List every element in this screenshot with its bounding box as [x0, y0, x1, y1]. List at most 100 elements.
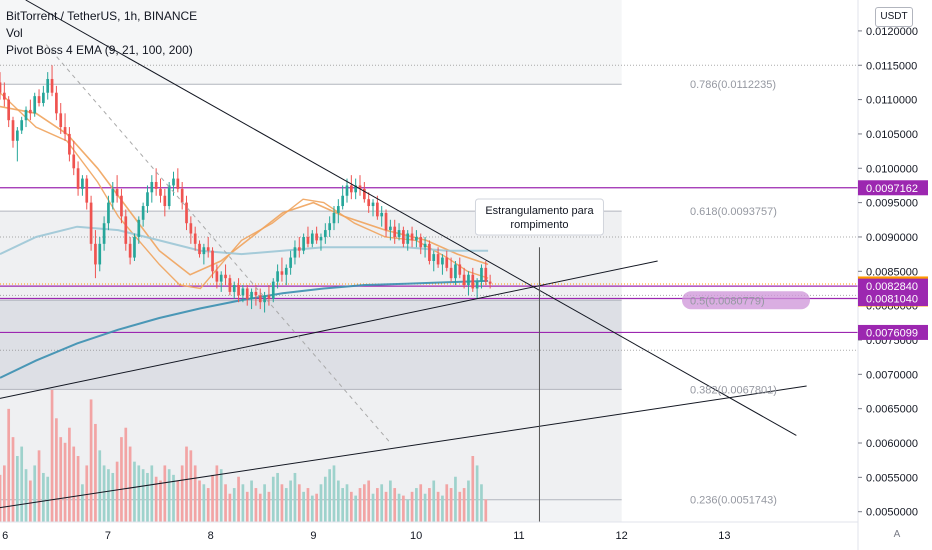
volume-bar [284, 488, 288, 522]
fib-label: 0.382(0.0067801) [690, 384, 777, 396]
trendlines[interactable] [0, 0, 807, 522]
price-tag-text: 0.0081040 [866, 294, 918, 306]
volume-bar [198, 480, 201, 522]
volume-bar [133, 461, 136, 522]
candle-body [423, 243, 427, 248]
volume-bar [380, 484, 384, 522]
volume-bar [180, 465, 184, 522]
candle-body [293, 247, 297, 258]
volume-bar [402, 495, 405, 522]
candle-body [336, 206, 340, 213]
candle-body [232, 285, 236, 292]
candle-body [445, 257, 449, 268]
volume-bar [467, 480, 470, 522]
y-tick-label: 0.0055000 [866, 472, 918, 484]
candle-body [0, 82, 2, 93]
volume-label[interactable]: Vol [6, 26, 23, 40]
volume-bar [315, 493, 318, 522]
candle-body [42, 92, 45, 104]
candle-body [115, 188, 119, 196]
long-trendline [0, 385, 807, 509]
volume-bar [111, 472, 115, 522]
fib-label: 0.786(0.0112235) [690, 79, 776, 91]
candle-body [345, 185, 349, 196]
volume-bar [102, 465, 106, 522]
candle-body [480, 267, 483, 282]
volume-bar [384, 491, 388, 522]
volume-bar [267, 491, 271, 522]
candle-body [150, 182, 154, 193]
chart-legend: BitTorrent / TetherUS, 1h, BINANCE Vol P… [6, 8, 197, 59]
candle-body [471, 274, 475, 289]
descending-trendline [25, 0, 797, 436]
volume-bar [189, 450, 193, 522]
candle-body [384, 212, 388, 231]
y-tick-label: 0.0050000 [866, 507, 918, 519]
volume-bar [280, 484, 284, 522]
volume-bar [163, 465, 167, 522]
candle-body [46, 78, 50, 93]
volume-bar [37, 450, 41, 522]
x-tick-label: 12 [616, 530, 628, 542]
candle-body [484, 267, 488, 282]
candle-body [102, 223, 106, 244]
fib-label: 0.5(0.0080779) [690, 295, 765, 307]
volume-bar [124, 427, 128, 522]
y-tick-label: 0.0095000 [866, 198, 918, 210]
candle-body [2, 92, 6, 100]
candle-body [436, 254, 440, 265]
candle-body [141, 206, 145, 220]
fib-zones [0, 83, 622, 522]
candle-body [55, 92, 58, 114]
candle-body [59, 113, 63, 128]
y-tick-label: 0.0115000 [866, 60, 917, 72]
candle-body [371, 202, 375, 207]
candle-body [280, 271, 284, 275]
volume-bar [276, 472, 279, 522]
candle-body [198, 243, 201, 255]
candle-body [37, 96, 41, 104]
candle-body [68, 133, 71, 155]
volume-bar [2, 465, 6, 522]
annotation[interactable]: Estrangulamento para rompimento [474, 198, 604, 236]
candle-body [159, 188, 162, 196]
volume-bar [363, 484, 366, 522]
volume-bar [29, 480, 32, 522]
candle-body [163, 195, 167, 207]
candle-body [81, 178, 84, 189]
volume-bar [63, 442, 67, 522]
currency-unit-button[interactable]: USDT [875, 7, 913, 27]
auto-scale-button[interactable]: A [893, 529, 901, 540]
x-tick-label: 11 [513, 530, 524, 542]
volume-bar [85, 465, 89, 522]
candle-body [206, 247, 210, 251]
candle-body [11, 120, 15, 141]
indicator-label[interactable]: Pivot Boss 4 EMA (9, 21, 100, 200) [6, 43, 193, 57]
candle-body [319, 236, 323, 241]
volume-bar [141, 469, 145, 522]
volume-bar [202, 484, 206, 522]
volume-bar [336, 480, 340, 522]
volume-bar [215, 465, 219, 522]
volume-bars [0, 390, 488, 522]
volume-bar [297, 484, 301, 522]
volume-bar [328, 469, 331, 522]
volume-bar [310, 495, 314, 522]
volume-bar [154, 476, 158, 522]
candle-body [107, 202, 110, 224]
volume-bar [24, 469, 28, 522]
y-tick-label: 0.0060000 [866, 438, 918, 450]
candle-body [89, 202, 93, 244]
fib-label: 0.236(0.0051743) [690, 495, 777, 507]
candle-body [393, 226, 397, 237]
volume-bar [59, 437, 63, 522]
symbol-title[interactable]: BitTorrent / TetherUS, 1h, BINANCE [6, 9, 198, 23]
volume-bar [462, 488, 466, 522]
volume-bar [211, 474, 214, 522]
candle-body [254, 291, 258, 296]
volume-bar [263, 484, 266, 522]
volume-bar [137, 465, 141, 522]
y-tick-label: 0.0065000 [866, 404, 918, 416]
